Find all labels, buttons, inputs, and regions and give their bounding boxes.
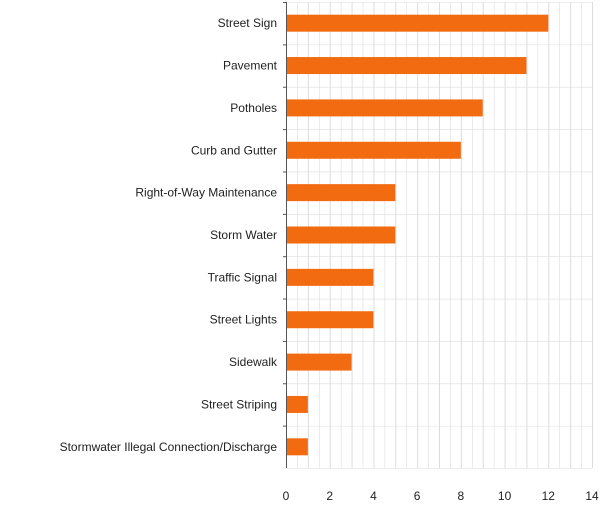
x-tick-label: 2: [326, 489, 333, 503]
x-tick-label: 14: [585, 489, 599, 503]
x-tick-label: 8: [458, 489, 465, 503]
bar: [286, 395, 308, 413]
bar: [286, 226, 396, 244]
bar: [286, 57, 527, 75]
bar: [286, 14, 549, 32]
bar: [286, 311, 374, 329]
category-label: Sidewalk: [229, 355, 278, 369]
bars: [286, 14, 549, 456]
category-label: Street Striping: [201, 397, 277, 411]
axes: [283, 2, 287, 468]
x-tick-label: 12: [542, 489, 556, 503]
category-label: Curb and Gutter: [191, 143, 277, 157]
category-label: Traffic Signal: [208, 270, 277, 284]
category-label: Street Sign: [218, 16, 277, 30]
bar: [286, 268, 374, 286]
category-label: Storm Water: [210, 228, 277, 242]
bar: [286, 141, 461, 159]
category-label: Pavement: [223, 59, 278, 73]
category-label: Street Lights: [210, 313, 277, 327]
bar: [286, 184, 396, 202]
bar: [286, 99, 483, 117]
grid-lines: [286, 2, 593, 469]
bar: [286, 353, 352, 371]
category-labels: Street Sign Pavement Potholes Curb and Gutt…: [60, 16, 278, 454]
x-tick-labels: 0 2 4 6 8 10 12 14: [283, 489, 599, 503]
x-tick-label: 4: [370, 489, 377, 503]
category-label: Right-of-Way Maintenance: [135, 186, 277, 200]
category-label: Potholes: [230, 101, 277, 115]
x-tick-label: 10: [498, 489, 512, 503]
x-tick-label: 6: [414, 489, 421, 503]
category-label: Stormwater Illegal Connection/Discharge: [60, 440, 278, 454]
bar: [286, 438, 308, 456]
x-tick-label: 0: [283, 489, 290, 503]
